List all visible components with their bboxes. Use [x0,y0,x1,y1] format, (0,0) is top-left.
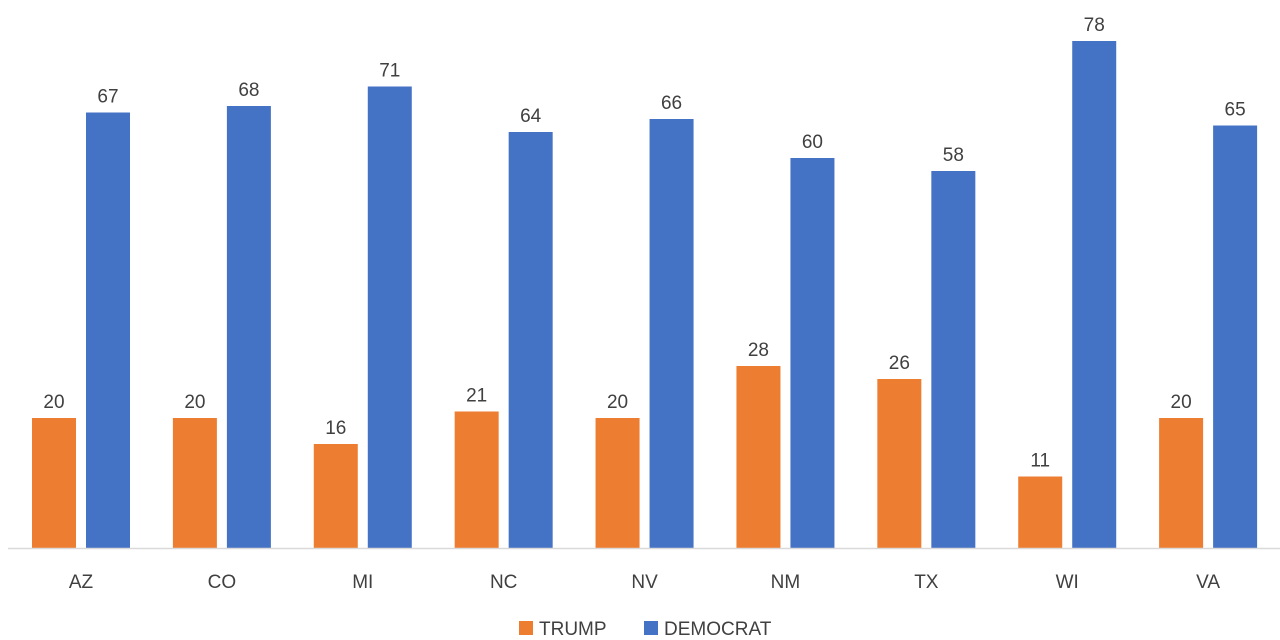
legend-swatch-democrat [644,621,658,635]
bar-democrat-nc [508,132,553,548]
data-label-trump-nm: 28 [748,340,769,361]
data-label-democrat-mi: 71 [379,61,400,82]
x-tick-labels-layer: AZ CO MI NC NV NM TX WI VA [69,572,1221,593]
bar-trump-co [172,418,217,548]
bar-democrat-tx [931,171,976,548]
x-tick-label-va: VA [1196,572,1220,593]
legend: TRUMP DEMOCRAT [519,619,772,640]
data-label-trump-tx: 26 [889,353,910,374]
data-label-democrat-nc: 64 [520,106,542,127]
x-tick-label-mi: MI [352,572,373,593]
bar-trump-nm [736,366,781,548]
data-label-democrat-az: 67 [97,87,118,108]
bars-layer [32,41,1258,548]
data-label-trump-co: 20 [184,392,205,413]
data-label-trump-wi: 11 [1030,451,1050,472]
bar-trump-nc [454,411,499,548]
bar-trump-tx [877,379,922,548]
bar-trump-va [1159,418,1204,548]
bar-democrat-mi [367,86,412,548]
bar-trump-nv [595,418,640,548]
x-tick-label-nc: NC [490,572,517,593]
data-label-democrat-nm: 60 [802,132,823,153]
bar-democrat-nm [790,158,835,548]
x-tick-label-az: AZ [69,572,94,593]
bar-trump-wi [1018,476,1063,548]
bar-trump-az [32,418,76,548]
x-tick-label-nv: NV [631,572,658,593]
data-label-trump-va: 20 [1171,392,1192,413]
legend-label-democrat: DEMOCRAT [664,619,772,640]
data-label-trump-nv: 20 [607,392,628,413]
data-label-trump-mi: 16 [325,418,346,439]
x-tick-label-wi: WI [1056,572,1079,593]
legend-swatch-trump [519,621,533,635]
data-label-democrat-tx: 58 [943,145,964,166]
data-label-trump-az: 20 [43,392,64,413]
data-label-democrat-wi: 78 [1084,15,1105,36]
bar-democrat-va [1213,125,1258,548]
data-label-democrat-va: 65 [1225,100,1246,121]
bar-democrat-az [86,112,130,548]
x-tick-label-nm: NM [771,572,801,593]
bar-democrat-nv [649,119,694,548]
bar-democrat-wi [1072,41,1117,548]
bar-trump-mi [313,444,358,548]
data-label-trump-nc: 21 [466,386,487,407]
bar-democrat-co [226,106,271,548]
data-label-democrat-co: 68 [238,80,259,101]
data-labels-layer: 20 67 20 68 16 71 21 64 20 66 28 60 26 58 11 78 20 65 [43,15,1245,472]
x-tick-label-co: CO [208,572,237,593]
legend-label-trump: TRUMP [539,619,607,640]
x-tick-label-tx: TX [914,572,939,593]
data-label-democrat-nv: 66 [661,93,682,114]
